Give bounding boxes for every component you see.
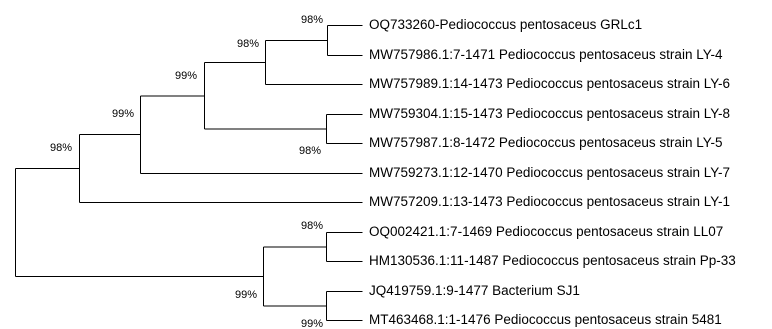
support-value-l4-l5: 98% (299, 145, 321, 157)
leaf-label-jq419759: JQ419759.1:9-1477 Bacterium SJ1 (369, 283, 580, 298)
support-value-l1-l5: 99% (175, 70, 197, 82)
support-value-l1-l2: 98% (301, 14, 323, 26)
leaf-label-mw759273: MW759273.1:12-1470 Pediococcus pentosace… (369, 165, 730, 180)
support-value-l8-l11: 99% (235, 289, 257, 301)
support-value-l8-l9: 98% (301, 220, 323, 232)
support-value-l1-l7: 98% (50, 142, 72, 154)
leaf-label-mw757989: MW757989.1:14-1473 Pediococcus pentosace… (369, 76, 730, 91)
support-value-l1-l6: 99% (112, 108, 134, 120)
leaf-label-oq002421: OQ002421.1:7-1469 Pediococcus pentosaceu… (369, 224, 723, 239)
leaf-label-hm130536: HM130536.1:11-1487 Pediococcus pentosace… (369, 253, 736, 268)
leaf-label-mw757987: MW757987.1:8-1472 Pediococcus pentosaceu… (369, 135, 722, 150)
leaf-labels: OQ733260-Pediococcus pentosaceus GRLc1 M… (369, 17, 736, 327)
leaf-label-mw759304: MW759304.1:15-1473 Pediococcus pentosace… (369, 106, 730, 121)
leaf-label-oq733260: OQ733260-Pediococcus pentosaceus GRLc1 (369, 17, 642, 32)
leaf-label-mw757209: MW757209.1:13-1473 Pediococcus pentosace… (369, 194, 730, 209)
leaf-label-mw757986: MW757986.1:7-1471 Pediococcus pentosaceu… (369, 47, 723, 62)
leaf-label-mt463468: MT463468.1:1-1476 Pediococcus pentosaceu… (369, 312, 722, 327)
support-value-l10-l11: 99% (301, 318, 323, 329)
support-value-l1-l3: 98% (237, 38, 259, 50)
support-values: 98% 98% 98% 99% 99% 98% 98% 99% 99% (50, 14, 323, 329)
tree-branches (15, 25, 363, 321)
